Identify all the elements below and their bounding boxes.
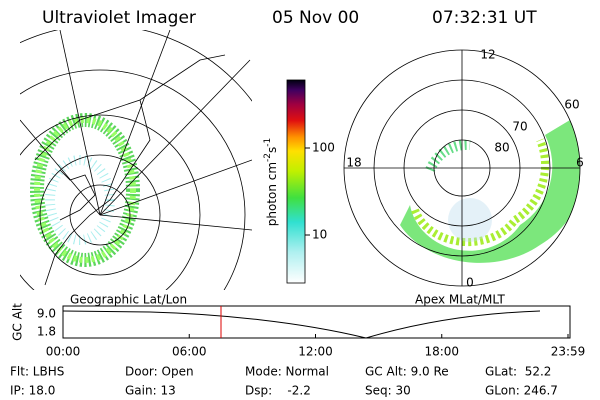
- status-field: Mode: Normal: [245, 365, 329, 379]
- status-field: IP: 18.0: [10, 384, 55, 398]
- status-field: Dsp: -2.2: [245, 384, 311, 398]
- mlt-label: 12: [480, 48, 495, 62]
- timeline-ylabel: GC Alt: [11, 303, 25, 341]
- timeline-xtick-label: 18:00: [424, 345, 459, 359]
- status-field: GC Alt: 9.0 Re: [365, 365, 449, 379]
- mlt-label: 18: [346, 156, 361, 170]
- status-field: Door: Open: [125, 365, 194, 379]
- mlt-label: 6: [576, 156, 584, 170]
- mlt-label: 0: [466, 276, 474, 290]
- geographic-map: [20, 30, 252, 290]
- lat-label: 60: [564, 98, 579, 112]
- timeline-ytick-label: 9.0: [37, 307, 56, 321]
- timeline-xtick-label: 00:00: [46, 345, 81, 359]
- title: Ultraviolet Imager: [42, 8, 196, 28]
- status-field: GLon: 246.7: [485, 384, 558, 398]
- polar-map: [400, 120, 580, 263]
- timeline-xtick-label: 23:59: [551, 345, 586, 359]
- gc-alt-curve: [62, 310, 541, 339]
- timeline-frame: [62, 305, 571, 339]
- status-field: Seq: 30: [365, 384, 411, 398]
- status-field: Flt: LBHS: [10, 365, 64, 379]
- timeline-ytick-label: 1.8: [37, 325, 56, 339]
- date: 05 Nov 00: [272, 8, 359, 28]
- colorbar: [286, 79, 306, 284]
- time: 07:32:31 UT: [432, 8, 537, 28]
- colorbar-tick-label: 100: [312, 141, 335, 155]
- right-map-caption: Apex MLat/MLT: [415, 293, 505, 307]
- left-map-caption: Geographic Lat/Lon: [70, 293, 187, 307]
- status-field: GLat: 52.2: [485, 365, 551, 379]
- timeline-xtick-label: 12:00: [298, 345, 333, 359]
- colorbar-tick-label: 10: [312, 228, 327, 242]
- colorbar-label: photon cm-2s-1: [263, 138, 279, 227]
- status-field: Gain: 13: [125, 384, 176, 398]
- lat-label: 70: [512, 120, 527, 134]
- lat-label: 80: [494, 141, 509, 155]
- timeline-xtick-label: 06:00: [172, 345, 207, 359]
